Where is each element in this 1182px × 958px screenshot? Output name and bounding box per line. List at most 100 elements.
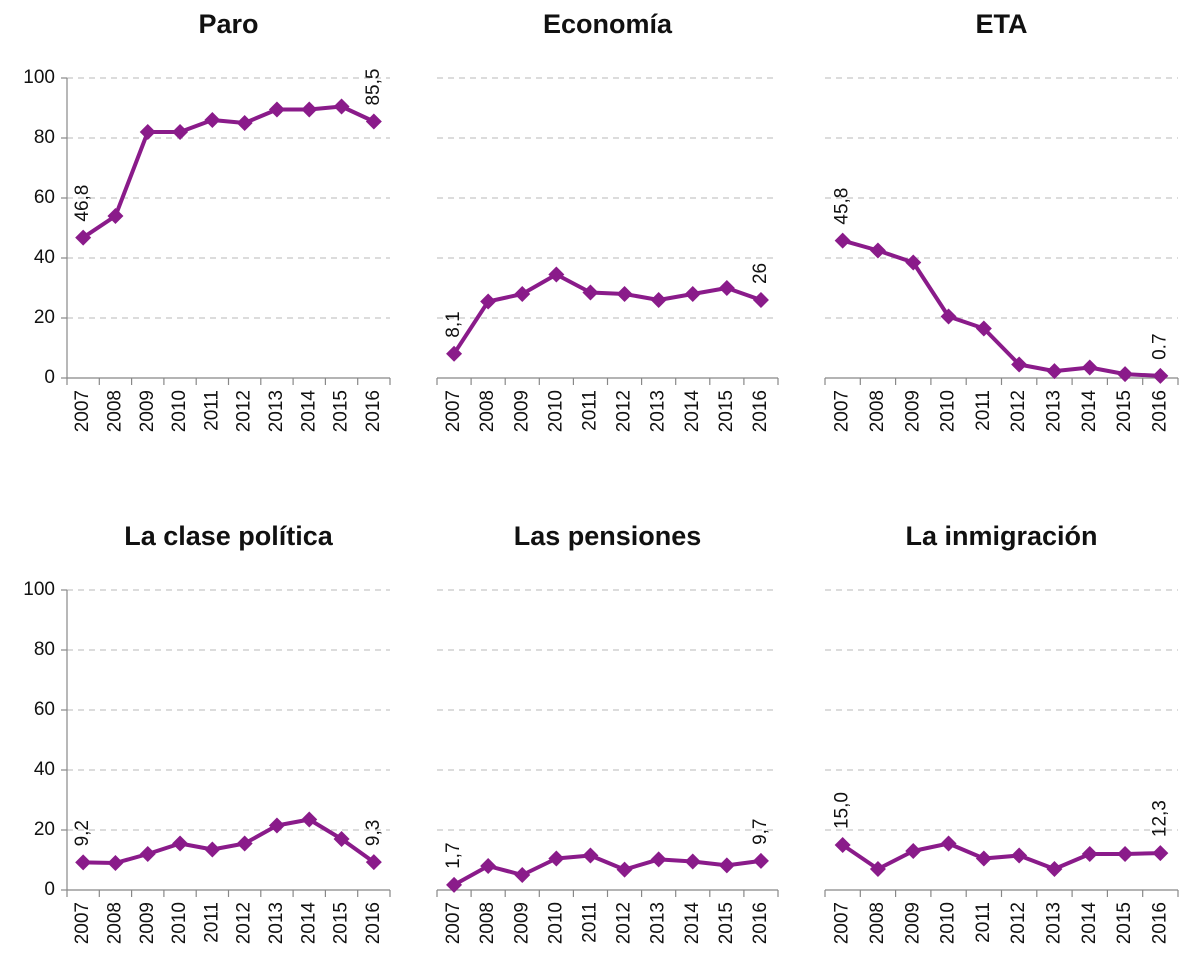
x-tick-label: 2007 (832, 390, 853, 432)
y-tick-label: 60 (34, 187, 55, 208)
x-tick-label: 2008 (104, 902, 125, 944)
marker (684, 853, 701, 870)
chart-title: Paro (198, 9, 258, 39)
marker (905, 254, 922, 271)
marker (718, 857, 735, 874)
marker (1152, 845, 1169, 862)
x-tick-label: 2007 (443, 390, 464, 432)
marker (514, 286, 531, 302)
x-tick-label: 2008 (104, 390, 125, 432)
x-tick-label: 2016 (750, 390, 771, 432)
x-tick-label: 2014 (1079, 390, 1100, 433)
x-tick-label: 2016 (1149, 390, 1170, 432)
y-tick-label: 100 (23, 579, 55, 600)
marker (975, 850, 992, 867)
x-tick-label: 2008 (867, 902, 888, 944)
x-tick-label: 2014 (682, 390, 703, 433)
x-tick-label: 2013 (1043, 902, 1064, 944)
data-label: 9,7 (750, 818, 771, 844)
line (453, 853, 762, 887)
data-label: 0.7 (1149, 333, 1170, 359)
chart-title: La inmigración (905, 521, 1097, 551)
x-tick-label: 2015 (331, 902, 352, 944)
x-tick-label: 2011 (201, 902, 222, 943)
x-tick-label: 2011 (201, 390, 222, 431)
y-tick-label: 0 (44, 879, 55, 900)
data-label: 12,3 (1149, 800, 1170, 837)
x-tick-label: 2009 (137, 390, 158, 432)
x-tick-label: 2015 (716, 902, 737, 944)
y-tick-label: 20 (34, 819, 55, 840)
x-tick-label: 2015 (1114, 902, 1135, 944)
marker (236, 115, 253, 131)
x-tick-label: 2013 (266, 902, 287, 944)
x-tick-label: 2016 (750, 902, 771, 944)
x-tick-label: 2016 (363, 902, 384, 944)
x-tick-label: 2015 (716, 390, 737, 432)
x-tick-label: 2012 (1008, 390, 1029, 432)
x-tick-label: 2012 (234, 390, 255, 432)
x-tick-label: 2010 (938, 902, 959, 944)
x-tick-label: 2011 (579, 902, 600, 943)
marker (139, 124, 156, 140)
y-tick-label: 40 (34, 247, 55, 268)
chart-title: Las pensiones (514, 521, 702, 551)
chart-title: Economía (543, 9, 673, 39)
x-tick-label: 2015 (1114, 390, 1135, 432)
line (82, 104, 375, 240)
data-label: 9,2 (72, 820, 93, 846)
marker (616, 286, 633, 302)
marker (301, 101, 318, 118)
x-tick-label: 2016 (363, 390, 384, 432)
marker (172, 835, 189, 852)
marker (172, 124, 189, 140)
line (841, 841, 1161, 871)
y-tick-label: 80 (34, 639, 55, 660)
marker (514, 867, 531, 883)
marker (869, 242, 886, 259)
marker (1152, 367, 1169, 384)
marker (650, 851, 667, 868)
data-label: 9,3 (363, 820, 384, 846)
marker (107, 855, 124, 871)
marker (650, 292, 667, 308)
line (83, 817, 376, 865)
marker (268, 101, 285, 118)
marker (752, 852, 769, 869)
x-tick-label: 2016 (1149, 902, 1170, 944)
x-tick-label: 2015 (331, 390, 352, 432)
x-tick-label: 2008 (477, 902, 498, 944)
marker (752, 292, 769, 308)
x-tick-label: 2013 (648, 902, 669, 944)
x-tick-label: 2013 (1043, 390, 1064, 432)
x-tick-label: 2007 (443, 902, 464, 944)
x-tick-label: 2009 (902, 390, 923, 432)
marker (268, 817, 285, 834)
x-tick-label: 2010 (169, 390, 190, 432)
marker (869, 861, 886, 877)
marker (1011, 847, 1028, 864)
marker (139, 846, 156, 862)
marker (718, 280, 735, 296)
marker (333, 98, 350, 115)
marker (1046, 363, 1063, 380)
marker (204, 112, 221, 128)
chart-title: ETA (976, 9, 1028, 39)
marker (684, 286, 701, 302)
x-tick-label: 2008 (477, 390, 498, 432)
data-label: 1,7 (443, 842, 464, 868)
x-tick-label: 2008 (867, 390, 888, 432)
marker (480, 858, 497, 874)
marker (446, 876, 463, 893)
x-tick-label: 2014 (682, 902, 703, 945)
x-tick-label: 2011 (973, 390, 994, 431)
x-tick-label: 2009 (511, 390, 532, 432)
marker (365, 854, 382, 871)
x-tick-label: 2012 (614, 902, 635, 944)
x-tick-label: 2009 (137, 902, 158, 944)
x-tick-label: 2014 (298, 902, 319, 945)
x-tick-label: 2010 (545, 390, 566, 432)
marker (582, 847, 599, 864)
marker (1117, 846, 1134, 862)
